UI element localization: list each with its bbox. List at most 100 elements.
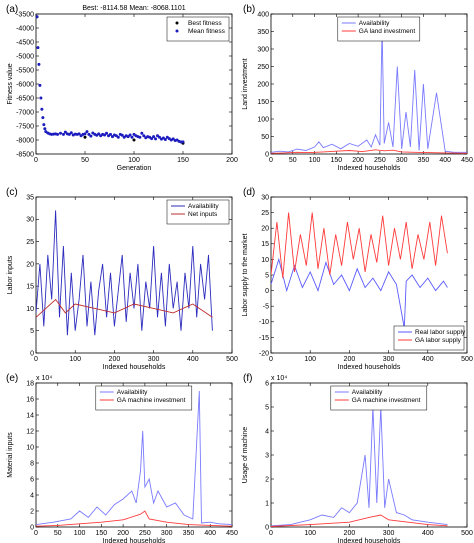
- data-point: [83, 135, 87, 139]
- legend-label: Availability: [352, 389, 383, 396]
- x-axis-label: Indexed households: [103, 538, 166, 543]
- x-tick-label: 200: [109, 356, 121, 363]
- series-line: [271, 27, 467, 153]
- y-tick-label: -10: [259, 319, 269, 326]
- x-tick-label: 0: [34, 356, 38, 363]
- data-point: [43, 127, 47, 131]
- y-tick-label: 30: [261, 194, 269, 201]
- y-tick-label: 0: [30, 524, 34, 531]
- data-point: [69, 131, 73, 135]
- x-tick-label: 0: [269, 356, 273, 363]
- data-point: [140, 131, 144, 135]
- y-tick-label: 10: [26, 306, 34, 313]
- legend-label: Mean fitness: [188, 28, 226, 35]
- data-point: [89, 134, 93, 138]
- plot-series: [36, 15, 185, 145]
- x-tick-label: 0: [34, 157, 38, 164]
- x-tick-label: 50: [81, 157, 89, 164]
- y-axis-label: Fitness value: [7, 63, 14, 104]
- data-point: [142, 134, 146, 138]
- y-axis-label: Material inputs: [7, 432, 14, 478]
- y-tick-label: -8000: [16, 137, 34, 144]
- legend-box: [330, 385, 428, 411]
- data-point: [116, 135, 120, 139]
- legend-box: [393, 325, 465, 351]
- y-tick-label: 30: [26, 217, 34, 224]
- y-tick-label: 5: [265, 272, 269, 279]
- chart-panel-d: (d) 0 100 200 300 400 500 -20 -15 -10 -5 0 5 10 15 20 25…: [242, 187, 473, 371]
- x-tick-label: 100: [304, 530, 316, 537]
- data-point: [97, 132, 101, 136]
- legend-box: [337, 16, 421, 42]
- x-axis-label: Indexed households: [338, 538, 401, 543]
- y-tick-label: -3500: [16, 11, 34, 18]
- y-axis-label: Labor supply to the market: [242, 234, 249, 317]
- x-tick-label: 150: [177, 157, 189, 164]
- data-point: [154, 137, 158, 141]
- panel-label: (b): [243, 4, 255, 15]
- y-tick-label: 400: [257, 11, 269, 18]
- data-point: [39, 96, 43, 100]
- legend-box: [166, 199, 230, 225]
- y-tick-label: 10: [261, 257, 269, 264]
- series-line: [36, 298, 213, 318]
- legend-label: Availability: [359, 20, 390, 27]
- legend-label: Net inputs: [188, 211, 218, 218]
- x-axis-label: Indexed households: [338, 364, 401, 371]
- y-tick-label: 5: [265, 404, 269, 411]
- x-tick-label: 0: [34, 530, 38, 537]
- y-tick-label: 4: [265, 428, 269, 435]
- axis-scale-note: x 10⁴: [36, 375, 52, 382]
- x-tick-label: 100: [74, 530, 86, 537]
- y-tick-label: 100: [257, 116, 269, 123]
- y-tick-label: 25: [261, 210, 269, 217]
- x-tick-label: 150: [95, 530, 107, 537]
- x-tick-label: 500: [226, 356, 238, 363]
- x-tick-label: 300: [383, 356, 395, 363]
- series-line: [271, 149, 467, 154]
- legend-label: GA machine investment: [352, 397, 421, 404]
- data-point: [110, 135, 114, 139]
- series-line: [271, 406, 448, 527]
- y-tick-label: -20: [259, 350, 269, 357]
- x-tick-label: 100: [69, 356, 81, 363]
- data-point: [150, 137, 154, 141]
- data-point: [36, 46, 40, 50]
- y-tick-label: 0: [30, 350, 34, 357]
- y-axis-label: Land investment: [242, 58, 249, 109]
- chart-panel-c: (c) 0 100 200 300 400 500 0 5 10 15 20 25 30 35 Indexed…: [6, 187, 238, 371]
- x-tick-label: 0: [269, 157, 273, 164]
- legend-marker: [175, 21, 179, 25]
- x-axis-label: Indexed households: [103, 364, 166, 371]
- y-tick-label: 350: [257, 29, 269, 36]
- y-tick-label: 10: [26, 444, 34, 451]
- x-tick-label: 200: [344, 356, 356, 363]
- y-tick-label: 14: [26, 412, 34, 419]
- series-line: [271, 212, 448, 279]
- y-tick-label: 6: [30, 476, 34, 483]
- chart-panel-f: (f) 0 100 200 300 400 500 0 1 2 3 4 5 6 Indexed househ…: [242, 373, 473, 543]
- y-tick-label: -5500: [16, 67, 34, 74]
- data-point: [171, 137, 175, 141]
- data-point: [128, 133, 132, 137]
- x-tick-label: 450: [226, 530, 238, 537]
- legend-label: Real labor supply: [415, 329, 466, 336]
- y-tick-label: 0: [265, 151, 269, 158]
- x-tick-label: 350: [418, 157, 430, 164]
- x-tick-label: 100: [128, 157, 140, 164]
- data-point: [103, 133, 107, 137]
- legend-box: [166, 16, 230, 42]
- x-tick-label: 200: [226, 157, 238, 164]
- legend-label: GA land investment: [359, 28, 416, 35]
- y-tick-label: 15: [26, 284, 34, 291]
- legend-label: GA labor supply: [415, 337, 462, 344]
- y-tick-label: 18: [26, 380, 34, 387]
- x-tick-label: 250: [139, 530, 151, 537]
- y-tick-label: 12: [26, 428, 34, 435]
- y-tick-label: -6000: [16, 81, 34, 88]
- y-tick-label: -7500: [16, 123, 34, 130]
